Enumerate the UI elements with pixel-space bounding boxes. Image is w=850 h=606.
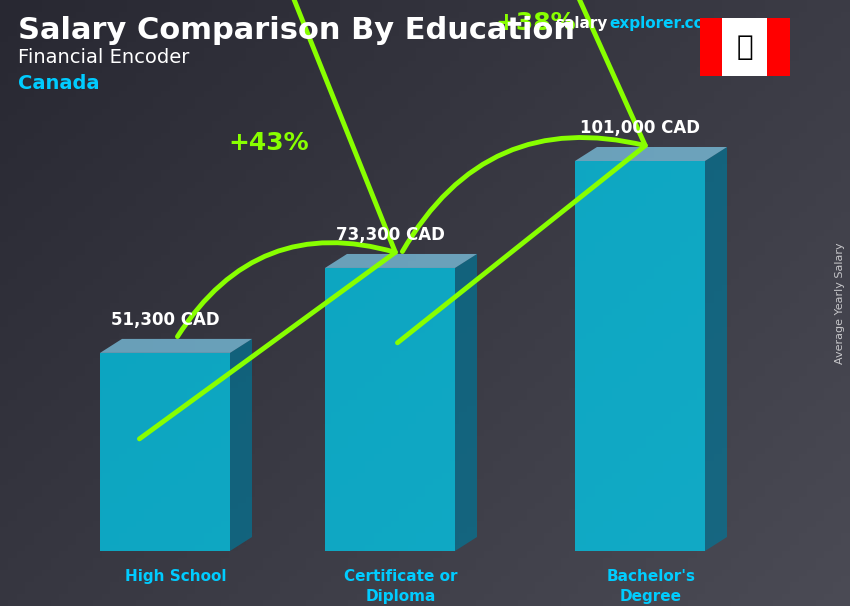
- Text: 🍁: 🍁: [737, 33, 753, 61]
- Polygon shape: [230, 339, 252, 551]
- Polygon shape: [325, 254, 477, 268]
- Polygon shape: [100, 353, 230, 551]
- Text: +38%: +38%: [496, 11, 576, 35]
- Text: 73,300 CAD: 73,300 CAD: [336, 226, 445, 244]
- Text: 51,300 CAD: 51,300 CAD: [110, 311, 219, 329]
- Text: High School: High School: [125, 569, 227, 584]
- Polygon shape: [575, 161, 705, 551]
- Text: Certificate or
Diploma: Certificate or Diploma: [344, 569, 458, 604]
- Text: Salary Comparison By Education: Salary Comparison By Education: [18, 16, 575, 45]
- Text: 101,000 CAD: 101,000 CAD: [580, 119, 700, 137]
- Text: +43%: +43%: [228, 131, 309, 155]
- Polygon shape: [100, 339, 252, 353]
- Text: Bachelor's
Degree: Bachelor's Degree: [607, 569, 695, 604]
- Text: Average Yearly Salary: Average Yearly Salary: [835, 242, 845, 364]
- Text: Financial Encoder: Financial Encoder: [18, 48, 190, 67]
- Polygon shape: [575, 147, 727, 161]
- Bar: [768, 18, 790, 76]
- Polygon shape: [455, 254, 477, 551]
- Text: explorer: explorer: [609, 16, 681, 31]
- Text: Canada: Canada: [18, 74, 99, 93]
- Bar: [700, 18, 790, 76]
- Text: .com: .com: [680, 16, 721, 31]
- Polygon shape: [705, 147, 727, 551]
- Text: salary: salary: [555, 16, 608, 31]
- Bar: [700, 18, 722, 76]
- Polygon shape: [325, 268, 455, 551]
